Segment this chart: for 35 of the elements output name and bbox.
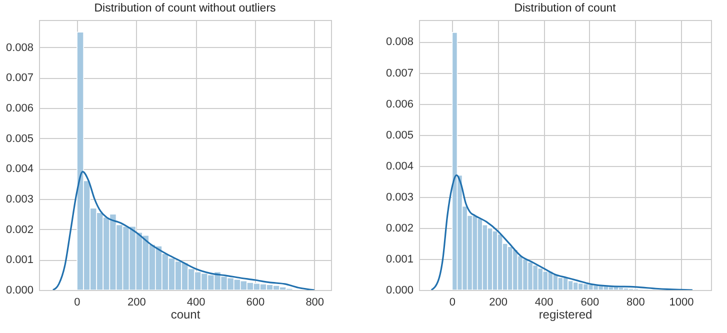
y-tick-label: 0.002: [6, 224, 34, 236]
x-tick-label: 800: [626, 296, 645, 308]
x-tick-label: 600: [246, 296, 265, 308]
y-tick-label: 0.005: [386, 129, 414, 142]
x-tick-label: 400: [186, 296, 206, 308]
x-tick-label: 800: [306, 296, 324, 308]
y-tick-label: 0.006: [6, 102, 34, 114]
y-tick-label: 0.005: [6, 132, 34, 145]
x-tick-label: 400: [534, 296, 554, 308]
y-tick-label: 0.000: [386, 284, 414, 296]
y-tick-label: 0.007: [6, 72, 34, 84]
x-tick-label: 200: [489, 296, 508, 308]
y-tick-label: 0.001: [6, 254, 34, 266]
y-tick-label: 0.006: [386, 98, 414, 110]
chart-title: Distribution of count: [514, 2, 617, 14]
x-tick-label: 200: [127, 296, 146, 308]
y-tick-label: 0.007: [386, 67, 414, 80]
y-tick-label: 0.008: [386, 36, 414, 48]
line-series: [430, 174, 694, 290]
line-series: [52, 170, 316, 290]
chart-title: Distribution of count without outliers: [94, 2, 276, 14]
x-tick-label: 600: [580, 296, 600, 308]
x-axis-title: registered: [538, 308, 592, 322]
x-tick-label: 0: [74, 296, 80, 308]
y-tick-label: 0.003: [386, 191, 414, 204]
y-tick-label: 0.002: [386, 222, 414, 234]
y-tick-label: 0.003: [6, 193, 34, 206]
y-tick-label: 0.000: [6, 284, 34, 296]
x-tick-label: 0: [449, 296, 456, 308]
y-tick-label: 0.008: [6, 42, 34, 54]
y-tick-label: 0.004: [386, 160, 414, 172]
x-tick-label: 1000: [669, 296, 694, 308]
y-tick-label: 0.004: [6, 163, 34, 176]
y-tick-label: 0.001: [386, 253, 414, 266]
x-axis-title: count: [170, 308, 201, 322]
